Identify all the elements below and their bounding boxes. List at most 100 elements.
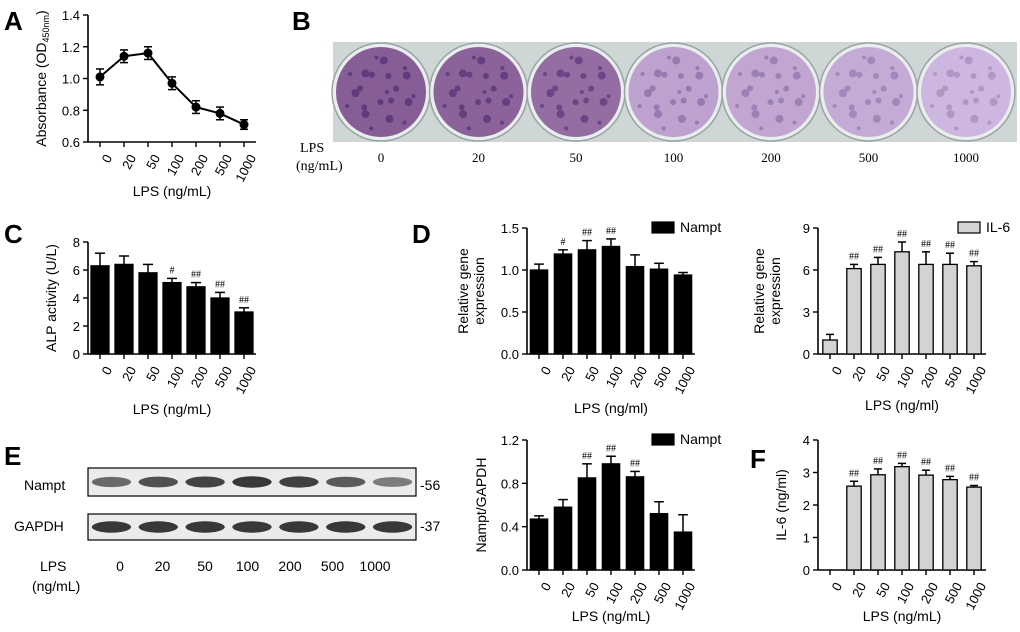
x-tick-label: 20 xyxy=(558,364,578,384)
bar xyxy=(553,253,573,355)
bar xyxy=(601,463,621,571)
x-tick-label: 50 xyxy=(582,580,602,600)
bar xyxy=(601,245,621,355)
nampt-band xyxy=(91,476,132,488)
data-point xyxy=(239,120,249,130)
bar xyxy=(577,249,597,355)
stain-speck xyxy=(369,126,374,131)
stain-speck xyxy=(677,73,684,80)
stain-speck xyxy=(385,73,392,80)
blot-lps-value: 200 xyxy=(278,558,302,574)
nampt-band xyxy=(138,476,178,488)
stain-speck xyxy=(751,104,758,111)
stain-speck xyxy=(987,120,992,125)
stain-speck xyxy=(640,72,645,77)
blot-gapdh-label: GAPDH xyxy=(14,518,64,534)
y-tick-label: 8 xyxy=(73,235,80,250)
y-tick-label: 0.8 xyxy=(62,103,80,118)
stain-speck xyxy=(402,120,407,125)
stain-speck xyxy=(348,72,353,77)
stain-speck xyxy=(872,114,881,123)
x-tick-label: 200 xyxy=(918,580,941,606)
stain-speck xyxy=(540,104,545,109)
stain-speck xyxy=(703,94,708,99)
stain-speck xyxy=(978,85,985,92)
stain-speck xyxy=(844,85,851,92)
legend-label: Nampt xyxy=(680,219,721,235)
nampt-band xyxy=(232,476,272,488)
stain-speck xyxy=(482,73,489,80)
x-tick-label: 50 xyxy=(582,364,602,384)
stain-speck xyxy=(654,110,663,119)
significance-mark: ## xyxy=(873,244,883,255)
x-tick-label: 1000 xyxy=(671,364,698,397)
x-tick-label: 0 xyxy=(828,364,845,377)
x-tick-label: 200 xyxy=(627,364,650,390)
x-tick-label: 500 xyxy=(212,364,235,390)
stain-speck xyxy=(677,90,682,94)
y-tick-label: 3 xyxy=(803,305,810,320)
x-tick-label: 500 xyxy=(212,152,235,178)
stain-speck xyxy=(987,71,996,80)
bar xyxy=(894,251,910,355)
stain-speck xyxy=(580,114,589,123)
stain-speck xyxy=(801,94,806,99)
y-tick-label: 1.0 xyxy=(62,72,80,87)
bar xyxy=(186,286,206,355)
x-tick-label: 500 xyxy=(942,580,965,606)
bar xyxy=(162,281,182,355)
stain-speck xyxy=(946,69,955,78)
stain-speck xyxy=(508,94,513,99)
stain-speck xyxy=(875,97,882,104)
stain-speck xyxy=(962,99,969,106)
x-tick-label: 500 xyxy=(651,364,674,390)
significance-mark: ## xyxy=(849,251,859,262)
gapdh-band xyxy=(185,521,225,533)
stain-speck xyxy=(677,114,686,123)
stain-speck xyxy=(930,104,935,109)
stain-speck xyxy=(471,55,476,60)
x-tick-label: 100 xyxy=(164,364,187,390)
legend-swatch xyxy=(651,433,675,446)
bar xyxy=(577,477,597,571)
stain-speck xyxy=(872,90,877,94)
x-tick-label: 50 xyxy=(873,580,893,600)
bar xyxy=(870,263,886,355)
stain-speck xyxy=(970,73,977,80)
bar xyxy=(846,267,862,355)
gapdh-band xyxy=(138,521,178,533)
panel-label-f: F xyxy=(750,444,766,474)
gapdh-band xyxy=(279,521,319,533)
y-tick-label: 0 xyxy=(803,563,810,578)
stain-speck xyxy=(775,114,784,123)
stain-speck xyxy=(556,110,565,119)
x-axis-label: LPS (ng/mL) xyxy=(572,608,651,624)
significance-mark: ## xyxy=(969,473,979,484)
significance-mark: ## xyxy=(897,450,907,461)
y-tick-label: 0.4 xyxy=(501,520,519,535)
stain-speck xyxy=(475,99,482,106)
y-tick-label: 1.2 xyxy=(62,40,80,55)
culture-plate-well xyxy=(921,47,1011,137)
y-tick-label: 0.0 xyxy=(501,347,519,362)
stain-speck xyxy=(411,94,416,99)
stain-speck xyxy=(402,66,407,71)
stain-speck xyxy=(649,85,656,92)
nampt-band xyxy=(372,477,413,487)
x-tick-label: 100 xyxy=(894,580,917,606)
x-tick-label: 100 xyxy=(603,364,626,390)
stain-speck xyxy=(672,56,681,65)
x-tick-label: 50 xyxy=(143,364,163,384)
bar xyxy=(553,506,573,571)
x-tick-label: 500 xyxy=(942,364,965,390)
blot-nampt-kda: -56 xyxy=(420,477,440,493)
stain-speck xyxy=(661,126,666,131)
stain-speck xyxy=(556,69,565,78)
bar xyxy=(918,474,934,571)
stain-speck xyxy=(738,72,743,77)
y-tick-label: 2 xyxy=(73,319,80,334)
x-axis-label: LPS (ng/ml) xyxy=(865,397,939,413)
